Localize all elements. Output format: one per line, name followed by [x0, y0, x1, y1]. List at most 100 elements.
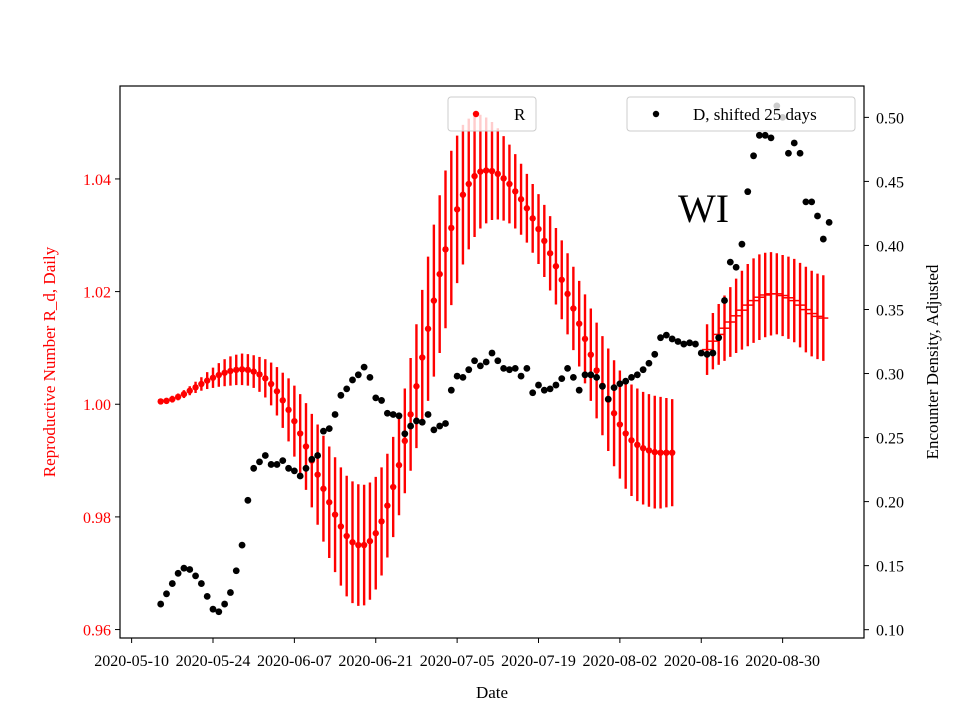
right-tick-label: 0.45	[876, 174, 904, 191]
d-point	[418, 418, 426, 426]
r-point	[198, 380, 205, 388]
r-point	[343, 532, 350, 540]
d-point	[407, 422, 415, 430]
r-point	[488, 167, 496, 175]
d-point	[500, 365, 508, 372]
d-point	[755, 131, 763, 139]
d-point	[569, 373, 577, 381]
d-point	[721, 297, 728, 304]
x-tick-label: 2020-05-24	[176, 653, 251, 670]
r-point	[227, 367, 234, 375]
d-point	[209, 605, 217, 613]
x-tick-label: 2020-07-05	[420, 653, 495, 670]
d-point	[238, 541, 246, 549]
d-point	[703, 350, 711, 358]
d-point	[174, 569, 182, 577]
r-point	[663, 449, 670, 456]
d-point	[610, 384, 618, 392]
r-point	[285, 406, 292, 414]
d-point	[593, 373, 601, 381]
d-point	[215, 608, 223, 616]
d-point	[622, 377, 630, 385]
d-point	[325, 425, 333, 432]
d-point	[471, 357, 478, 365]
d-point	[511, 365, 519, 372]
r-point	[395, 461, 403, 469]
x-tick-label: 2020-06-21	[338, 653, 413, 670]
d-point	[581, 371, 589, 379]
d-point	[540, 386, 548, 394]
d-point	[657, 334, 664, 342]
d-point	[825, 218, 833, 226]
right-tick-label: 0.35	[876, 302, 904, 319]
d-point	[535, 381, 542, 389]
d-point	[633, 371, 641, 379]
d-point	[447, 386, 455, 394]
plot-frame	[119, 85, 865, 639]
r-point	[610, 410, 618, 417]
r-point	[448, 224, 455, 232]
d-point	[442, 420, 449, 427]
r-point	[506, 180, 513, 188]
d-point	[221, 600, 229, 608]
d-point	[796, 149, 804, 157]
r-point	[256, 371, 263, 378]
d-point	[668, 335, 676, 343]
r-point	[541, 237, 548, 245]
r-point	[494, 170, 502, 178]
d-point	[726, 258, 734, 266]
r-point	[326, 499, 333, 506]
r-point	[320, 485, 327, 492]
d-point	[430, 426, 438, 434]
r-point	[360, 541, 368, 549]
r-point	[331, 511, 339, 518]
r-point	[529, 215, 536, 222]
d-point	[628, 373, 635, 381]
d-point	[517, 372, 525, 380]
d-point	[785, 149, 792, 157]
d-point	[674, 338, 682, 345]
d-point	[285, 464, 292, 472]
left-tick-label: 0.98	[83, 510, 111, 527]
left-tick-label: 0.96	[83, 623, 111, 640]
left-tick-label: 1.00	[83, 397, 111, 414]
d-point	[564, 365, 571, 372]
x-tick-label: 2020-08-16	[664, 653, 739, 670]
r-point	[384, 502, 391, 509]
r-point	[273, 388, 281, 395]
d-point	[692, 340, 699, 348]
r-point	[564, 290, 571, 298]
r-point	[314, 471, 321, 478]
r-point	[668, 449, 676, 456]
d-point	[413, 417, 420, 425]
r-point	[628, 437, 635, 444]
legend-d-marker	[652, 110, 660, 118]
r-point	[639, 444, 647, 452]
d-point	[366, 373, 374, 381]
r-point	[535, 225, 542, 233]
r-point	[657, 449, 664, 456]
d-point	[192, 572, 199, 580]
state-annotation: WI	[678, 186, 729, 231]
r-point	[465, 180, 472, 188]
d-point	[401, 430, 409, 438]
legend-r: R	[447, 96, 537, 132]
r-series	[157, 114, 676, 606]
d-point	[645, 359, 653, 367]
r-point	[419, 354, 426, 361]
d-point	[279, 457, 287, 465]
d-point	[808, 198, 816, 206]
r-point	[581, 335, 589, 343]
r-point	[453, 206, 461, 213]
d-point	[738, 240, 746, 248]
left-tick-label: 1.04	[83, 172, 111, 189]
r-point	[442, 246, 449, 253]
legend-r-box	[447, 96, 537, 132]
d-point	[331, 411, 339, 418]
r-point	[570, 305, 577, 312]
legend-r-marker	[472, 110, 480, 118]
right-tick-label: 0.30	[876, 367, 904, 384]
d-point	[732, 263, 740, 271]
legend-d: D, shifted 25 days	[626, 96, 856, 132]
